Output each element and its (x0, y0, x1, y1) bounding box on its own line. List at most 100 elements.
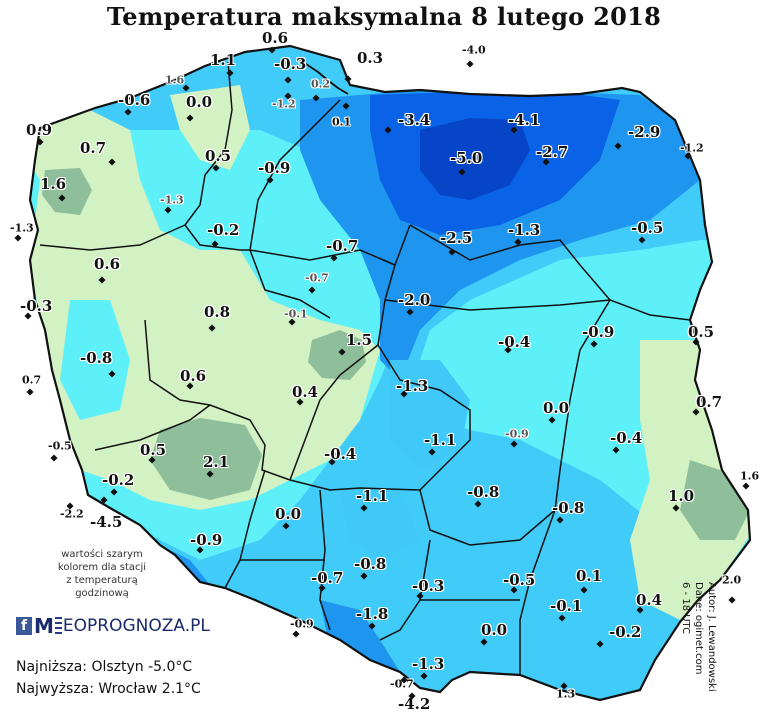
station-value: -0.8 (552, 499, 585, 517)
station-value: 2.0 (722, 573, 742, 587)
lowest-temperature: Najniższa: Olsztyn -5.0°C (16, 659, 193, 675)
station-value: -0.9 (258, 159, 291, 177)
credit-line: Dane: ogimet.com (693, 582, 704, 675)
station-value: 1.1 (210, 51, 237, 69)
zone-dark-green-wroclaw (150, 418, 262, 500)
station-value: 0.7 (22, 373, 42, 387)
station-value: -1.3 (160, 193, 184, 207)
credit-line: Autor: J. Lewandowski (706, 582, 717, 692)
station-value: -1.1 (424, 431, 457, 449)
station-value: -1.8 (356, 605, 389, 623)
note-line: z temperaturą (66, 575, 138, 586)
baltic-coast (299, 59, 349, 95)
meteoprognoza-logo[interactable]: f M EOPROGNOZA.PL (16, 614, 210, 638)
station-value: -4.5 (90, 513, 123, 531)
zone-blue-center (390, 360, 470, 470)
station-value: 0.6 (180, 367, 207, 385)
station-value: 1.3 (556, 687, 576, 701)
station-value: -2.7 (536, 143, 569, 161)
station-value: -0.8 (467, 483, 500, 501)
station-value: 0.1 (332, 115, 352, 129)
zone-blue-center2 (340, 490, 420, 560)
station-value: 0.6 (262, 29, 289, 47)
station-value: -4.2 (398, 695, 431, 713)
station-value: -0.9 (190, 531, 223, 549)
logo-bars-icon (54, 617, 62, 635)
note-line: godzinową (75, 588, 129, 599)
station-value: -0.2 (207, 221, 240, 239)
logo-text: EOPROGNOZA.PL (62, 616, 210, 636)
station-value: -0.3 (20, 297, 53, 315)
station-value: -0.8 (80, 349, 113, 367)
station-value: 0.0 (275, 505, 302, 523)
station-value: -0.7 (311, 569, 344, 587)
station-value: 0.1 (576, 567, 603, 585)
station-value: 0.4 (292, 383, 319, 401)
logo-letter-m: M (34, 614, 54, 638)
country-border (28, 44, 752, 702)
station-value: -4.1 (508, 111, 541, 129)
station-value: -4.0 (462, 43, 486, 57)
credit-line: 6 - 18 UTC (680, 582, 691, 635)
zone-dark-green-szczecin (42, 168, 92, 215)
highest-temperature: Najwyższa: Wrocław 2.1°C (16, 681, 201, 697)
station-value: 0.2 (311, 77, 331, 91)
station-value: 1.6 (40, 175, 67, 193)
station-value: -1.2 (272, 97, 296, 111)
station-value: -0.5 (631, 219, 664, 237)
station-value: -0.2 (102, 471, 135, 489)
station-value: -3.4 (398, 111, 431, 129)
station-value: -2.9 (628, 123, 661, 141)
map-title: Temperatura maksymalna 8 lutego 2018 (106, 2, 662, 31)
zone-dark-green-east (680, 460, 750, 540)
facebook-icon[interactable]: f (16, 617, 32, 635)
station-value: -0.6 (118, 91, 151, 109)
station-value: -0.7 (326, 237, 359, 255)
station-value: -5.0 (450, 149, 483, 167)
station-value: -1.3 (508, 221, 541, 239)
station-value: -0.3 (274, 55, 307, 73)
station-value: 0.7 (696, 393, 723, 411)
note-line: wartości szarym (61, 549, 143, 560)
station-value: -0.4 (610, 429, 643, 447)
station-value: 0.3 (357, 49, 384, 67)
station-value: 0.5 (205, 147, 232, 165)
zone-darkest-blue (420, 118, 530, 200)
station-value: 0.4 (636, 591, 663, 609)
station-value: -0.8 (354, 555, 387, 573)
extremes-summary: Najniższa: Olsztyn -5.0°C Najwyższa: Wro… (16, 656, 201, 700)
station-value: -0.3 (412, 577, 445, 595)
station-value: -0.7 (305, 271, 329, 285)
station-value: 0.0 (543, 399, 570, 417)
station-value: -0.1 (284, 307, 308, 321)
station-value: -1.2 (680, 141, 704, 155)
voivodeship-borders (39, 61, 691, 675)
station-value: 0.0 (481, 621, 508, 639)
station-value: -0.5 (503, 571, 536, 589)
station-value: 0.5 (140, 441, 167, 459)
station-value: -2.0 (398, 291, 431, 309)
station-value: 1.6 (740, 469, 760, 483)
station-value: -1.3 (10, 221, 34, 235)
zone-dark-green-lodz (308, 330, 366, 380)
station-value: -0.9 (582, 323, 615, 341)
station-value: -1.3 (412, 655, 445, 673)
station-value: 1.6 (165, 73, 185, 87)
zone-cyan-west-cut (60, 300, 130, 420)
station-value: -0.5 (48, 439, 72, 453)
station-value: -0.7 (390, 677, 414, 691)
station-value: -1.1 (356, 487, 389, 505)
station-value: -0.9 (290, 617, 314, 631)
station-value: 0.5 (688, 323, 715, 341)
station-value: 0.9 (26, 121, 53, 139)
station-value: -0.4 (498, 333, 531, 351)
station-value: -0.2 (609, 623, 642, 641)
station-value: 0.6 (94, 255, 121, 273)
note-line: kolorem dla stacji (57, 562, 147, 573)
station-value: -0.1 (550, 597, 583, 615)
station-value: 0.7 (80, 139, 107, 157)
station-value: -2.5 (440, 229, 473, 247)
station-value: 2.1 (203, 453, 230, 471)
zone-light-green-north (170, 85, 250, 170)
